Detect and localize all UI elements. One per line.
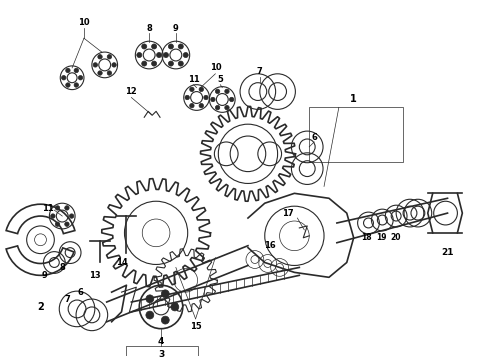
Circle shape: [216, 105, 220, 110]
Text: 3: 3: [158, 350, 164, 359]
Text: 10: 10: [210, 63, 221, 72]
Text: 2: 2: [37, 302, 44, 312]
Circle shape: [185, 95, 190, 100]
Circle shape: [65, 206, 69, 210]
Circle shape: [225, 105, 229, 110]
Text: 10: 10: [78, 18, 90, 27]
Circle shape: [98, 55, 102, 59]
Text: 12: 12: [125, 87, 137, 96]
Text: 5: 5: [218, 75, 223, 84]
Polygon shape: [248, 193, 354, 277]
Circle shape: [151, 44, 157, 49]
Circle shape: [107, 71, 112, 75]
Text: 17: 17: [282, 208, 294, 217]
Circle shape: [156, 53, 162, 58]
Text: 1: 1: [350, 94, 357, 104]
Text: 9: 9: [173, 24, 179, 33]
Circle shape: [66, 68, 70, 73]
Text: 18: 18: [361, 233, 372, 242]
Circle shape: [199, 103, 203, 108]
Text: 11: 11: [42, 204, 53, 213]
Circle shape: [65, 222, 69, 226]
Circle shape: [161, 316, 169, 324]
Text: 11: 11: [188, 75, 199, 84]
Circle shape: [178, 44, 183, 49]
Text: 6: 6: [77, 288, 83, 297]
Text: 8: 8: [59, 263, 65, 272]
Text: 14: 14: [116, 258, 127, 267]
Text: 21: 21: [441, 248, 454, 257]
Circle shape: [199, 87, 203, 91]
Circle shape: [55, 222, 60, 226]
Circle shape: [142, 61, 147, 66]
Circle shape: [161, 290, 169, 298]
Circle shape: [171, 303, 179, 311]
Text: 7: 7: [257, 67, 263, 76]
Circle shape: [74, 83, 78, 87]
Circle shape: [190, 103, 194, 108]
Circle shape: [55, 206, 60, 210]
Circle shape: [66, 83, 70, 87]
Circle shape: [74, 68, 78, 73]
Circle shape: [107, 55, 112, 59]
Circle shape: [146, 311, 154, 319]
Text: 6: 6: [311, 132, 317, 141]
Circle shape: [225, 89, 229, 94]
Circle shape: [50, 214, 55, 218]
Text: 4: 4: [158, 337, 164, 346]
Circle shape: [190, 87, 194, 91]
Text: 15: 15: [190, 322, 201, 331]
Circle shape: [211, 97, 215, 102]
Circle shape: [229, 97, 234, 102]
Circle shape: [112, 63, 116, 67]
Circle shape: [169, 44, 173, 49]
Circle shape: [146, 295, 154, 303]
Text: 16: 16: [264, 241, 275, 250]
Circle shape: [62, 76, 66, 80]
Bar: [309, 107, 403, 162]
Circle shape: [178, 61, 183, 66]
Circle shape: [204, 95, 208, 100]
Text: 20: 20: [390, 233, 400, 242]
Circle shape: [142, 44, 147, 49]
Circle shape: [164, 53, 169, 58]
Text: 8: 8: [147, 24, 152, 33]
Circle shape: [151, 61, 157, 66]
Text: 9: 9: [42, 271, 48, 280]
Circle shape: [169, 61, 173, 66]
Text: 13: 13: [89, 271, 100, 280]
Circle shape: [93, 63, 98, 67]
Text: 7: 7: [64, 294, 70, 303]
Bar: [126, 346, 197, 360]
Text: 19: 19: [376, 233, 387, 242]
Circle shape: [98, 71, 102, 75]
Circle shape: [137, 53, 142, 58]
Circle shape: [78, 76, 83, 80]
Circle shape: [216, 89, 220, 94]
Circle shape: [70, 214, 74, 218]
Circle shape: [183, 53, 188, 58]
